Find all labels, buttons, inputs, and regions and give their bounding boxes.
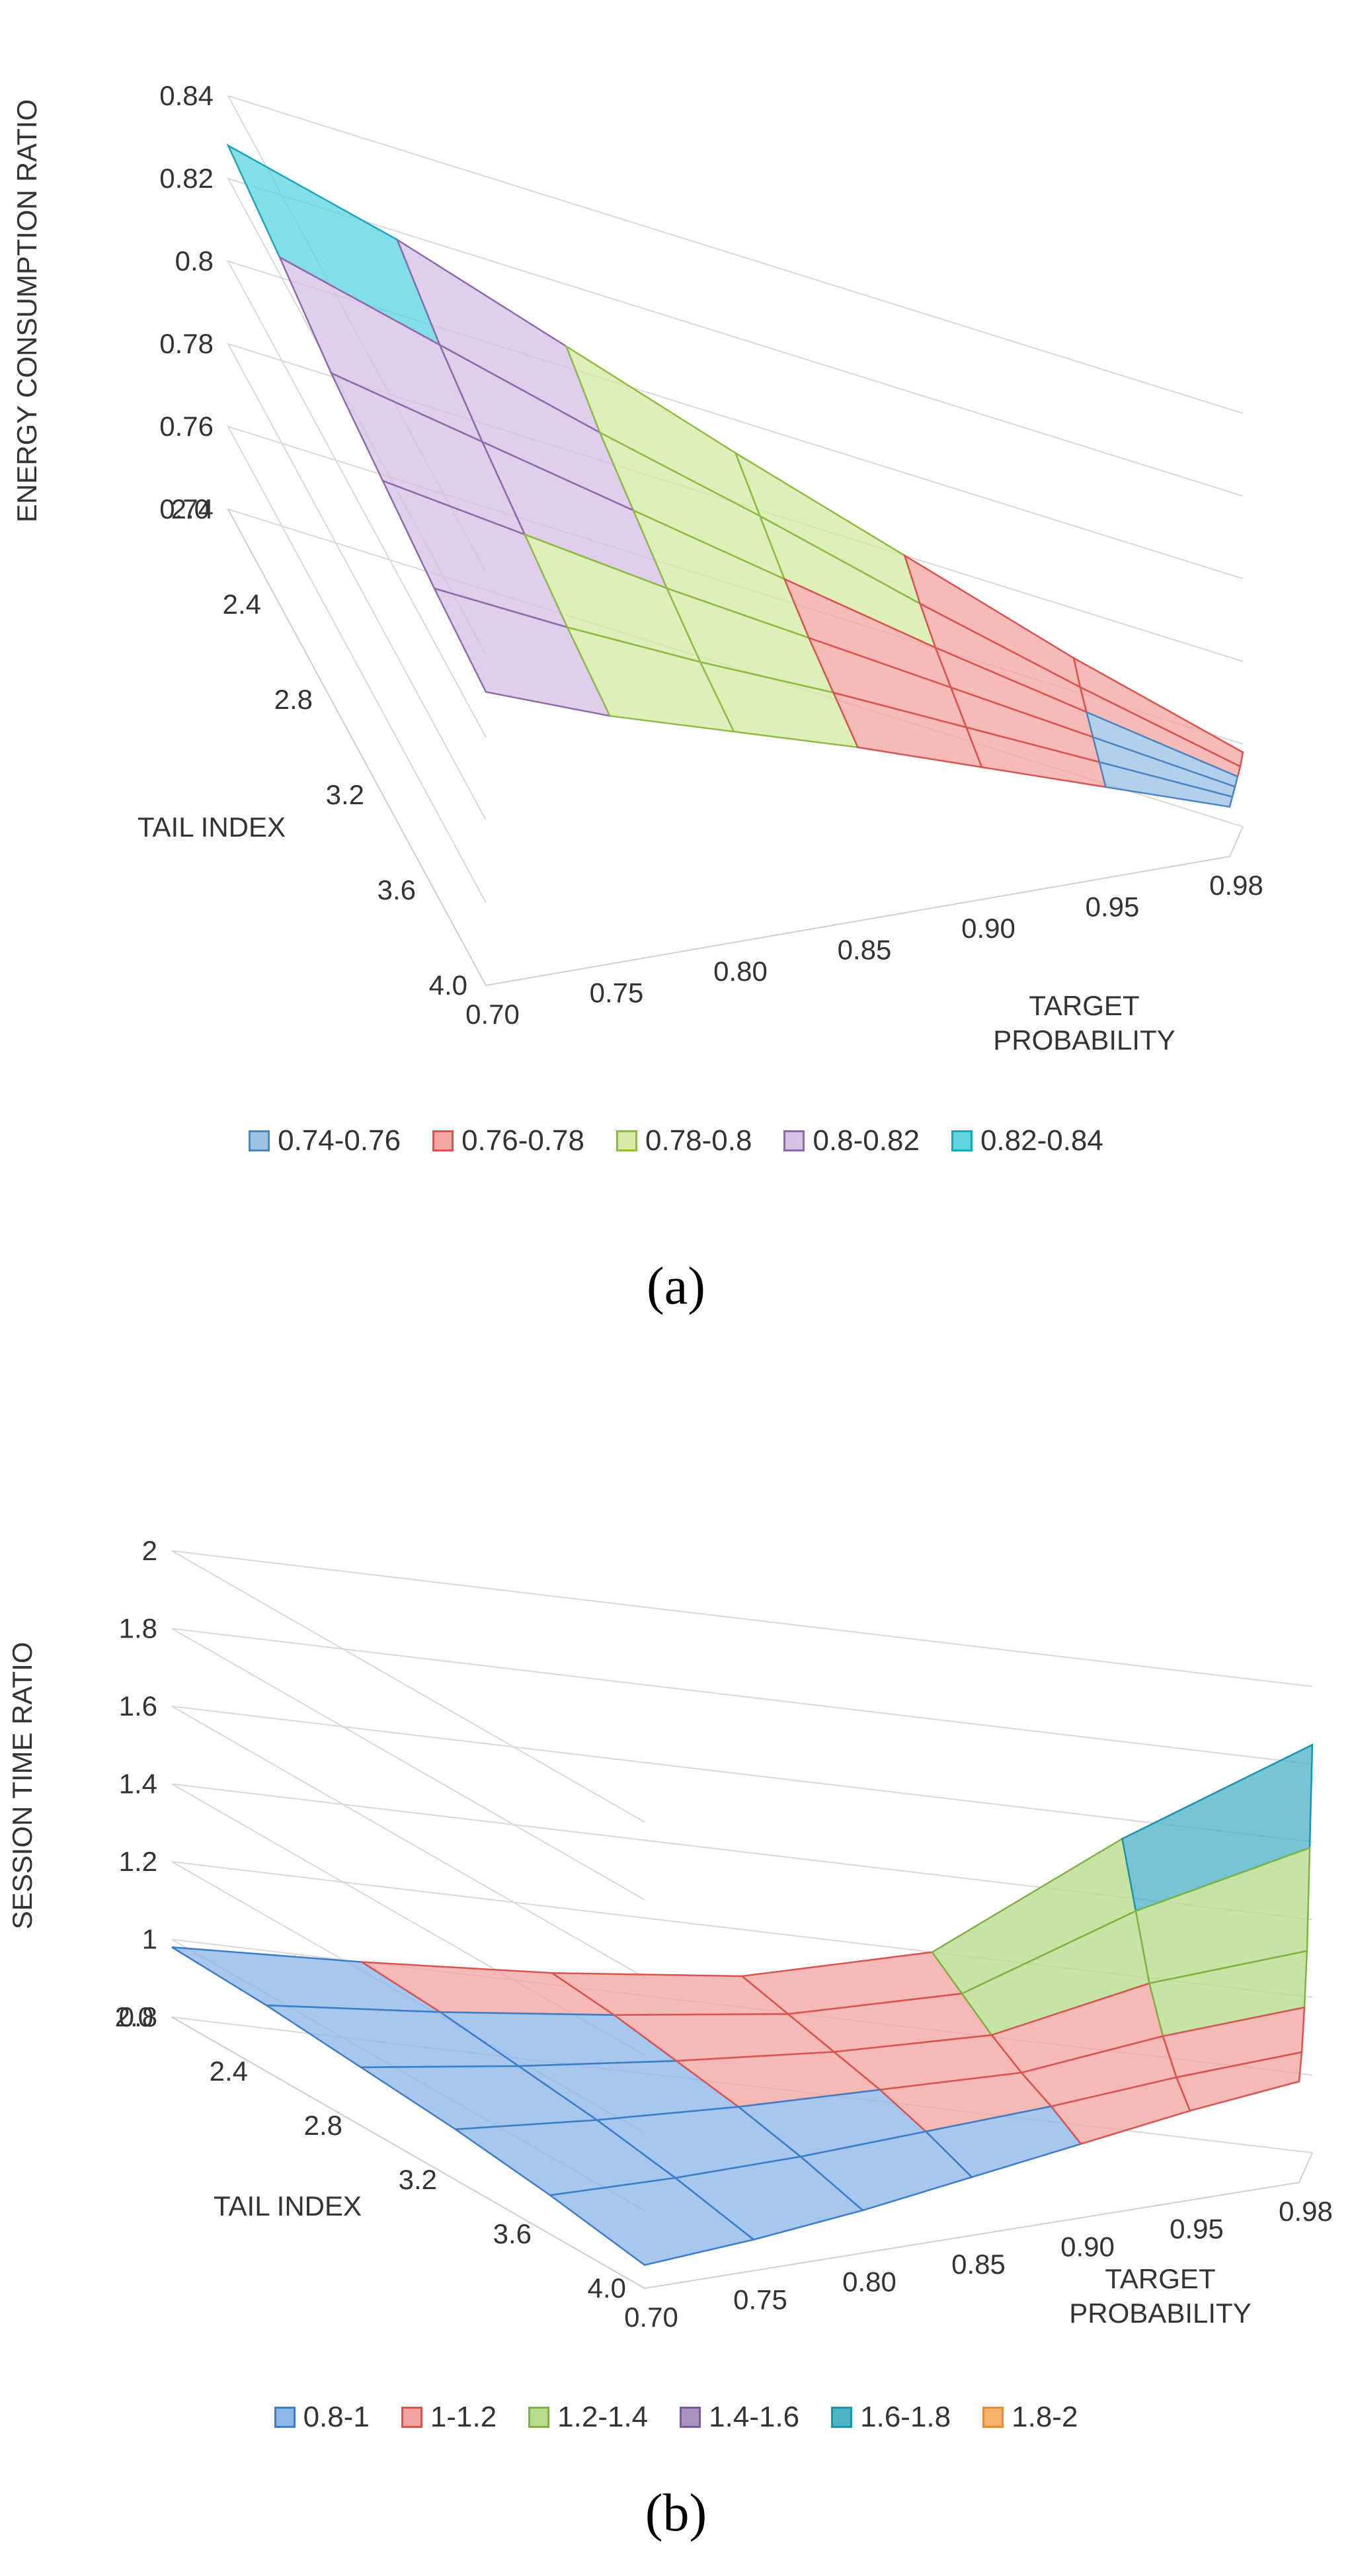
legend-item-1-1: 1-1.2 — [401, 2401, 497, 2434]
tail-index-tick-1-0: 2.0 — [115, 2001, 153, 2032]
tail-index-tick-1-2: 2.8 — [304, 2110, 342, 2141]
surface-cell-1-4-5 — [1175, 2051, 1303, 2112]
target-probability-tick-0-3: 0.85 — [838, 935, 892, 966]
legend-label: 1.2-1.4 — [557, 2401, 649, 2433]
floor-frame-1 — [171, 2016, 1313, 2290]
surface-chart-a: 0.74 0.76 0.78 0.8 0.82 0.84 2.0 2.4 2.8 3.2 3.6 4.… — [11, 80, 1263, 1056]
legend-label: 1.4-1.6 — [709, 2401, 800, 2433]
tail-index-tick-0-1: 2.4 — [223, 589, 261, 620]
target-probability-tick-0-1: 0.75 — [590, 977, 644, 1009]
target-probability-tick-1-0: 0.70 — [624, 2302, 678, 2333]
legend-swatch — [680, 2407, 701, 2428]
legend-swatch — [982, 2407, 1004, 2428]
z-tick-label-0-3: 0.8 — [175, 245, 214, 276]
target-probability-tick-0-5: 0.95 — [1086, 892, 1140, 923]
legend-label: 0.74-0.76 — [278, 1124, 401, 1157]
target-probability-tick-1-3: 0.85 — [951, 2249, 1006, 2280]
tail-index-tick-1-1: 2.4 — [210, 2056, 248, 2087]
z-gridline-1-6 — [171, 1550, 1313, 1823]
legend-item-1-5: 1.8-2 — [982, 2401, 1078, 2434]
legend-item-0-1: 0.76-0.78 — [432, 1124, 584, 1157]
z-tick-label-1-4: 1.6 — [119, 1690, 157, 1722]
legend-label: 0.78-0.8 — [645, 1124, 752, 1157]
legend-swatch — [951, 1130, 973, 1151]
chart-panel-b: 0.8 1 1.2 1.4 1.6 1.8 2 2.0 2.4 2.8 3.2 3.6 4.0 0.70 0… — [0, 1349, 1352, 2576]
tail-index-tick-0-3: 3.2 — [326, 779, 364, 810]
target-probability-tick-0-6: 0.98 — [1209, 870, 1263, 901]
legend-a: 0.74-0.76 0.76-0.78 0.78-0.8 0.8-0.82 0.82-0… — [0, 1124, 1352, 1157]
legend-item-1-2: 1.2-1.4 — [528, 2401, 648, 2434]
z-tick-label-1-6: 2 — [142, 1535, 157, 1566]
z-tick-label-1-2: 1.2 — [119, 1846, 157, 1877]
legend-label: 0.76-0.78 — [461, 1124, 584, 1157]
legend-label: 1.8-2 — [1012, 2401, 1078, 2433]
legend-label: 0.8-1 — [303, 2401, 370, 2433]
target-probability-tick-1-4: 0.90 — [1060, 2231, 1115, 2262]
z-axis-title-0: ENERGY CONSUMPTION RATIO — [11, 99, 42, 522]
z-gridline-1-5 — [171, 1628, 1313, 1901]
legend-swatch — [401, 2407, 422, 2428]
legend-swatch — [616, 1130, 637, 1151]
tail-index-tick-0-0: 2.0 — [171, 493, 210, 524]
legend-swatch — [274, 2407, 296, 2428]
legend-item-0-3: 0.8-0.82 — [783, 1124, 920, 1157]
target-probability-tick-1-6: 0.98 — [1279, 2196, 1333, 2227]
legend-b: 0.8-1 1-1.2 1.2-1.4 1.4-1.6 1.6-1.8 1.8-2 — [0, 2401, 1352, 2434]
tail-index-axis-title-1: TAIL INDEX — [214, 2190, 362, 2222]
tail-index-tick-1-3: 3.2 — [399, 2164, 437, 2195]
z-gridline-0-3 — [226, 260, 1244, 738]
target-probability-tick-0-4: 0.90 — [961, 913, 1015, 944]
tail-index-tick-1-4: 3.6 — [493, 2218, 532, 2249]
z-gridline-1-3 — [171, 1783, 1313, 2056]
legend-label: 0.8-0.82 — [813, 1124, 920, 1157]
tail-index-tick-0-2: 2.8 — [274, 684, 313, 715]
legend-item-1-3: 1.4-1.6 — [680, 2401, 799, 2434]
legend-label: 0.82-0.84 — [980, 1124, 1103, 1157]
target-probability-tick-0-0: 0.70 — [465, 999, 520, 1030]
legend-swatch — [783, 1130, 805, 1151]
target-probability-tick-0-2: 0.80 — [713, 956, 768, 987]
z-tick-label-0-0: 0.74 — [159, 493, 214, 524]
z-gridline-1-4 — [171, 1706, 1313, 1978]
legend-label: 1.6-1.8 — [860, 2401, 951, 2433]
legend-swatch — [432, 1130, 454, 1151]
target-probability-axis-title-0: TARGET PROBABILITY — [993, 990, 1175, 1056]
legend-item-0-2: 0.78-0.8 — [616, 1124, 752, 1157]
target-probability-tick-1-1: 0.75 — [733, 2284, 787, 2315]
floor-frame-0 — [227, 509, 1244, 987]
z-tick-label-1-1: 1 — [142, 1924, 157, 1955]
surface-cell-0-4-5 — [1098, 761, 1234, 808]
target-probability-tick-1-5: 0.95 — [1170, 2214, 1224, 2245]
legend-swatch — [528, 2407, 550, 2428]
legend-item-0-0: 0.74-0.76 — [249, 1124, 401, 1157]
caption-a: (a) — [647, 1257, 705, 1315]
tail-index-tick-1-5: 4.0 — [588, 2272, 626, 2304]
target-probability-tick-1-2: 0.80 — [842, 2266, 896, 2298]
tail-index-tick-0-5: 4.0 — [429, 970, 467, 1001]
caption-b: (b) — [645, 2484, 707, 2542]
tail-index-tick-0-4: 3.6 — [378, 874, 416, 905]
target-probability-axis-title-1: TARGET PROBABILITY — [1069, 2263, 1251, 2329]
chart-panel-a: 0.74 0.76 0.78 0.8 0.82 0.84 2.0 2.4 2.8 3.2 3.6 4.… — [0, 80, 1352, 1315]
legend-item-1-0: 0.8-1 — [274, 2401, 370, 2434]
z-tick-label-0-1: 0.76 — [159, 411, 214, 442]
z-axis-title-1: SESSION TIME RATIO — [7, 1642, 38, 1930]
z-tick-label-0-5: 0.84 — [159, 80, 214, 111]
z-tick-label-1-0: 0.8 — [119, 2001, 157, 2032]
legend-swatch — [831, 2407, 853, 2428]
surface-chart-b: 0.8 1 1.2 1.4 1.6 1.8 2 2.0 2.4 2.8 3.2 3.6 4.00.70 0… — [7, 1535, 1333, 2333]
legend-label: 1-1.2 — [430, 2401, 497, 2433]
z-tick-label-1-5: 1.8 — [119, 1613, 157, 1644]
legend-item-0-4: 0.82-0.84 — [951, 1124, 1103, 1157]
legend-swatch — [249, 1130, 270, 1151]
z-tick-label-0-4: 0.82 — [159, 163, 214, 194]
tail-index-axis-title-0: TAIL INDEX — [138, 811, 286, 843]
z-tick-label-1-3: 1.4 — [119, 1768, 157, 1800]
z-tick-label-0-2: 0.78 — [159, 328, 214, 359]
legend-item-1-4: 1.6-1.8 — [831, 2401, 951, 2434]
